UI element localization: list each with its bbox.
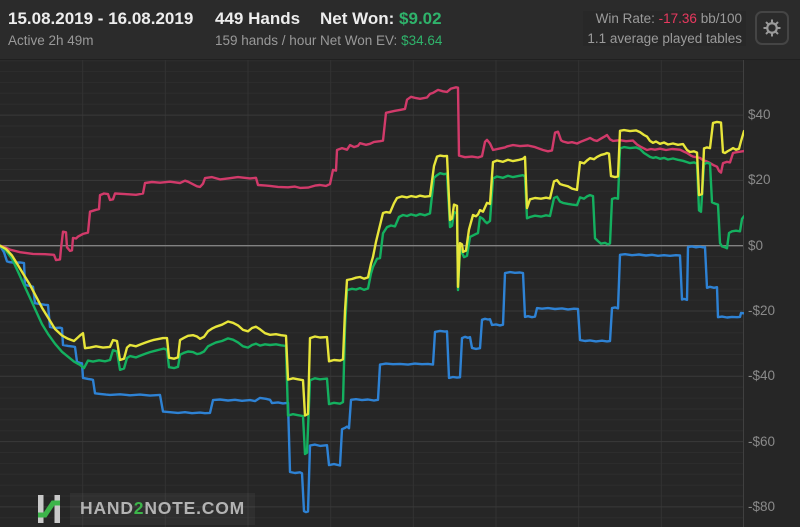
y-tick-label: $0 (748, 237, 764, 253)
hand2note-logo: HAND2NOTE.COM (36, 493, 256, 525)
win-rate-unit: bb/100 (700, 11, 742, 26)
net-won-value: $9.02 (399, 9, 442, 28)
net-won-ev-label: Net Won EV: (320, 33, 398, 48)
session-stats-header: 15.08.2019 - 16.08.2019 Active 2h 49m 44… (0, 0, 800, 60)
series-pink-no-showdown (0, 86, 744, 262)
hands-per-hour: 159 hands / hour (215, 33, 317, 48)
graph-canvas[interactable] (0, 60, 744, 527)
winnings-graph[interactable]: $40 $20 $0 -$20 -$40 -$60 -$80 HAND2NOTE.COM (0, 60, 800, 527)
net-won-label: Net Won: (320, 9, 395, 28)
y-tick-label: -$80 (748, 498, 776, 514)
y-tick-label: $20 (748, 172, 771, 188)
stat-hands: 449 Hands 159 hands / hour (215, 9, 316, 48)
series-yellow-net-won-ev (0, 120, 744, 417)
stat-net-won: Net Won: $9.02 Net Won EV: $34.64 (320, 9, 442, 48)
active-time: Active 2h 49m (8, 33, 94, 48)
hand2note-logo-text: HAND2NOTE.COM (70, 493, 256, 525)
stat-date-range: 15.08.2019 - 16.08.2019 Active 2h 49m (8, 9, 193, 48)
series-green-net-won (0, 145, 744, 456)
settings-button[interactable] (755, 11, 789, 45)
date-range: 15.08.2019 - 16.08.2019 (8, 9, 194, 28)
hand2note-logo-icon (38, 495, 60, 523)
y-tick-label: -$60 (748, 433, 776, 449)
y-tick-label: $40 (748, 107, 771, 123)
win-rate-value: -17.36 (658, 11, 697, 26)
series-blue-showdown (0, 244, 744, 514)
net-won-ev-value: $34.64 (401, 33, 443, 48)
hands-count: 449 Hands (215, 9, 301, 28)
win-rate-label: Win Rate: (595, 11, 655, 26)
average-tables: 1.1 average played tables (587, 31, 742, 46)
y-tick-label: -$20 (748, 303, 776, 318)
stat-win-rate: Win Rate: -17.36 bb/100 1.1 average play… (583, 11, 746, 46)
gear-icon (763, 19, 781, 37)
y-tick-label: -$40 (748, 368, 776, 384)
